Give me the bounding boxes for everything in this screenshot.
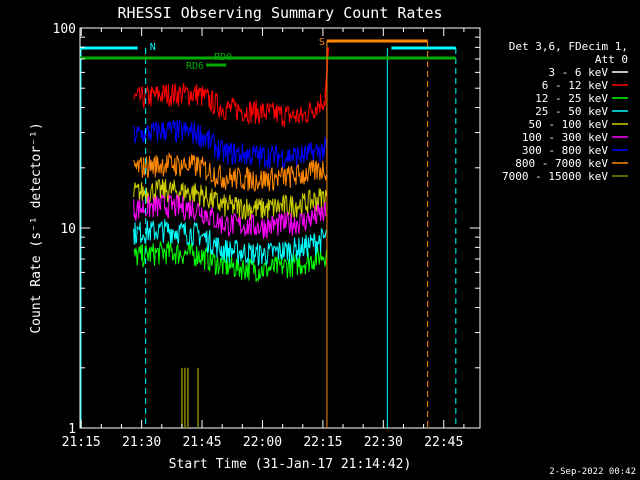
x-tick-label: 22:00 [243,435,282,450]
x-tick-label: 22:45 [424,435,463,450]
series-line [133,83,327,128]
x-axis-label: Start Time (31-Jan-17 21:14:42) [169,457,412,472]
legend-entry-label: 50 - 100 keV [529,118,609,131]
chart-title: RHESSI Observing Summary Count Rates [117,4,442,22]
x-tick-label: 21:45 [182,435,221,450]
series-line [133,193,327,239]
y-tick-label: 1 [68,422,76,437]
y-axis-label: Count Rate (s⁻¹ detector⁻¹) [29,122,44,333]
legend-entry-label: 25 - 50 keV [535,105,608,118]
series-line [133,152,327,192]
x-tick-label: 22:30 [364,435,403,450]
legend-header: Att 0 [595,53,628,66]
x-tick-label: 22:15 [303,435,342,450]
x-tick-label: 21:15 [62,435,101,450]
flag-annotation: RD6 [186,61,204,72]
data-layer [133,47,330,428]
legend-entry-label: 3 - 6 keV [548,66,608,79]
legend-entry-label: 7000 - 15000 keV [502,170,608,183]
x-tick-label: 21:30 [122,435,161,450]
legend-header: Det 3,6, FDecim 1, [509,40,628,53]
flag-annotation: N [150,42,156,53]
legend-entry-label: 300 - 800 keV [522,144,608,157]
legend-entry-label: 6 - 12 keV [542,79,609,92]
series-line [133,178,327,221]
legend-entry-label: 800 - 7000 keV [515,157,608,170]
overlay-layer: N RD6 RD0 S [80,37,457,428]
y-tick-label: 100 [53,22,76,37]
y-tick-label: 10 [60,222,76,237]
legend-entry-label: 100 - 300 keV [522,131,608,144]
series-line [133,219,327,266]
legend-entry-label: 12 - 25 keV [535,92,608,105]
footer-date: 2-Sep-2022 00:42 [549,467,636,477]
series-line [133,241,327,283]
series-line [133,119,327,169]
flag-annotation: RD0 [214,52,232,63]
flag-annotation: S [319,37,325,48]
axis-layer: 21:15 21:30 21:45 22:00 22:15 22:30 22:45 1 10 10… [53,22,480,450]
